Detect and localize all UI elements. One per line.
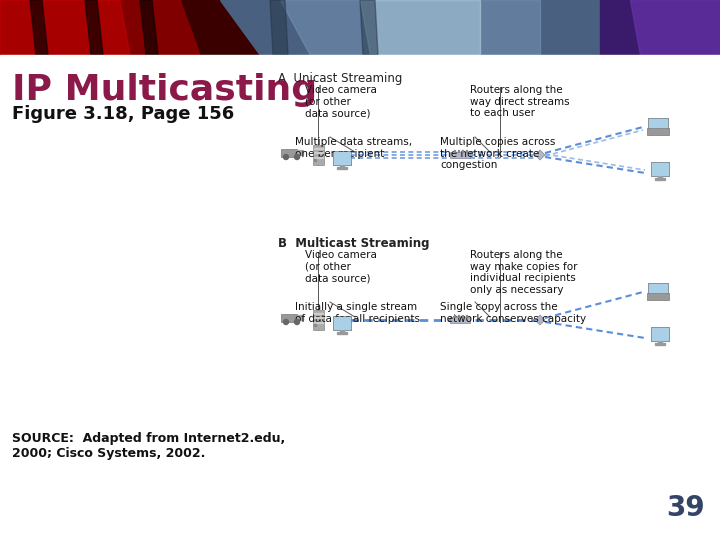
- Text: Multiple data streams,
one per recipient: Multiple data streams, one per recipient: [295, 137, 412, 159]
- Polygon shape: [630, 0, 720, 55]
- Bar: [337, 332, 347, 334]
- Bar: [313, 157, 323, 158]
- Circle shape: [294, 320, 300, 325]
- Polygon shape: [30, 0, 48, 55]
- Bar: [313, 316, 323, 318]
- Text: Routers along the
way make copies for
individual recipients
only as necessary: Routers along the way make copies for in…: [470, 250, 577, 295]
- Bar: [0, 55, 720, 57]
- Bar: [313, 321, 323, 323]
- Text: Video camera
(or other
data source): Video camera (or other data source): [305, 85, 377, 118]
- Bar: [313, 313, 323, 314]
- Polygon shape: [0, 0, 200, 55]
- Text: A  Unicast Streaming: A Unicast Streaming: [278, 72, 402, 85]
- Polygon shape: [140, 0, 158, 55]
- Polygon shape: [270, 0, 288, 55]
- Bar: [647, 293, 669, 300]
- Bar: [313, 159, 315, 161]
- Polygon shape: [535, 315, 545, 325]
- Bar: [312, 310, 323, 330]
- Bar: [297, 315, 303, 320]
- Bar: [450, 317, 470, 323]
- Polygon shape: [85, 0, 103, 55]
- Polygon shape: [535, 150, 545, 160]
- Bar: [658, 340, 662, 344]
- Bar: [651, 327, 669, 341]
- Polygon shape: [0, 0, 260, 55]
- Circle shape: [294, 154, 300, 159]
- Bar: [313, 147, 323, 149]
- Text: Figure 3.18, Page 156: Figure 3.18, Page 156: [12, 105, 234, 123]
- Bar: [658, 175, 662, 179]
- Text: IP Multicasting: IP Multicasting: [12, 73, 317, 107]
- Polygon shape: [220, 0, 600, 55]
- Text: Initially a single stream
of data for all recipients: Initially a single stream of data for al…: [295, 302, 420, 323]
- Bar: [457, 315, 459, 317]
- Polygon shape: [600, 0, 720, 55]
- Text: 39: 39: [667, 494, 705, 522]
- Bar: [297, 150, 303, 155]
- Bar: [647, 129, 669, 135]
- Circle shape: [284, 320, 289, 325]
- Bar: [313, 152, 323, 153]
- Bar: [313, 324, 315, 326]
- Bar: [340, 164, 344, 168]
- Text: Video camera
(or other
data source): Video camera (or other data source): [305, 250, 377, 283]
- Bar: [281, 149, 297, 157]
- Bar: [450, 152, 470, 158]
- Bar: [340, 329, 344, 333]
- Bar: [648, 118, 668, 128]
- Bar: [648, 283, 668, 293]
- Bar: [334, 152, 350, 164]
- Polygon shape: [360, 0, 480, 55]
- Bar: [651, 162, 669, 176]
- Polygon shape: [0, 0, 130, 55]
- Text: B  Multicast Streaming: B Multicast Streaming: [278, 237, 430, 250]
- Bar: [333, 151, 351, 165]
- Circle shape: [284, 154, 289, 159]
- Bar: [466, 315, 467, 317]
- Bar: [281, 314, 297, 322]
- Bar: [655, 343, 665, 345]
- Bar: [466, 150, 467, 152]
- Bar: [333, 316, 351, 330]
- Text: Multiple copies across
the network create
congestion: Multiple copies across the network creat…: [440, 137, 555, 170]
- Bar: [337, 167, 347, 169]
- Bar: [312, 145, 323, 165]
- Bar: [652, 328, 668, 340]
- Bar: [649, 284, 667, 292]
- Bar: [655, 178, 665, 180]
- Bar: [457, 150, 459, 152]
- Bar: [652, 163, 668, 175]
- Text: Routers along the
way direct streams
to each user: Routers along the way direct streams to …: [470, 85, 570, 118]
- Bar: [334, 317, 350, 329]
- Polygon shape: [360, 0, 378, 55]
- Polygon shape: [280, 0, 540, 55]
- Text: Single copy across the
network conserves capacity: Single copy across the network conserves…: [440, 302, 586, 323]
- Text: SOURCE:  Adapted from Internet2.edu,
2000; Cisco Systems, 2002.: SOURCE: Adapted from Internet2.edu, 2000…: [12, 432, 285, 460]
- Bar: [649, 119, 667, 127]
